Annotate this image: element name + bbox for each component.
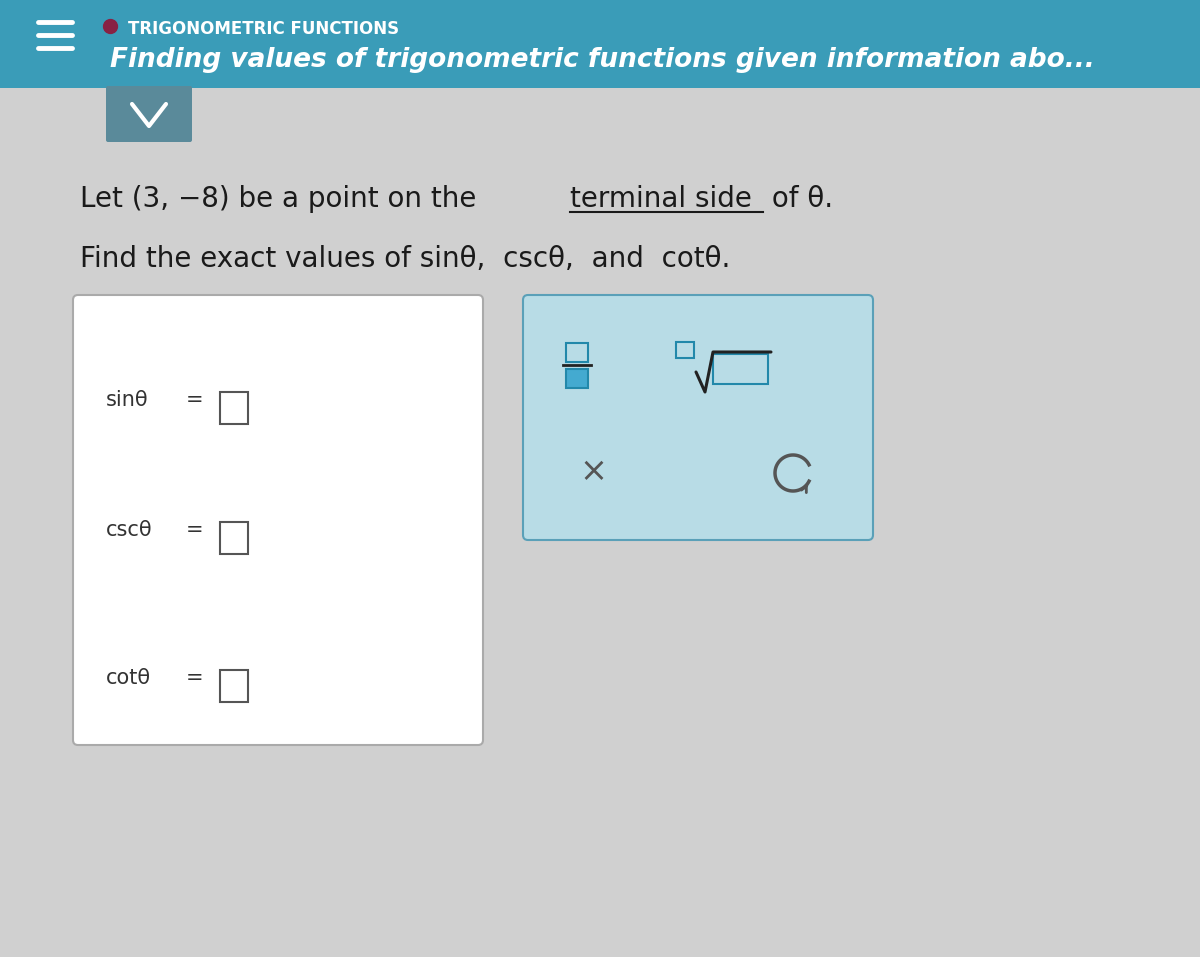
Bar — [220, 670, 248, 702]
FancyBboxPatch shape — [73, 295, 482, 745]
Bar — [676, 342, 694, 358]
FancyBboxPatch shape — [523, 295, 874, 540]
Bar — [0, 0, 1200, 88]
Text: Finding values of trigonometric functions given information abo...: Finding values of trigonometric function… — [110, 47, 1094, 73]
Bar — [220, 522, 248, 554]
Bar — [220, 392, 248, 424]
Text: =: = — [186, 668, 204, 688]
Text: ×: × — [580, 455, 607, 488]
Text: =: = — [186, 520, 204, 540]
Text: Let (3, −8) be a point on the: Let (3, −8) be a point on the — [80, 185, 485, 213]
Text: terminal side: terminal side — [570, 185, 752, 213]
Bar — [566, 369, 588, 388]
Text: Find the exact values of sinθ,  cscθ,  and  cotθ.: Find the exact values of sinθ, cscθ, and… — [80, 245, 731, 273]
Text: cscθ: cscθ — [106, 520, 152, 540]
Text: sinθ: sinθ — [106, 390, 149, 410]
Bar — [566, 343, 588, 362]
Text: of θ.: of θ. — [763, 185, 833, 213]
Text: =: = — [186, 390, 204, 410]
Text: TRIGONOMETRIC FUNCTIONS: TRIGONOMETRIC FUNCTIONS — [128, 20, 400, 38]
FancyBboxPatch shape — [106, 86, 192, 142]
Text: cotθ: cotθ — [106, 668, 151, 688]
Bar — [713, 354, 768, 384]
